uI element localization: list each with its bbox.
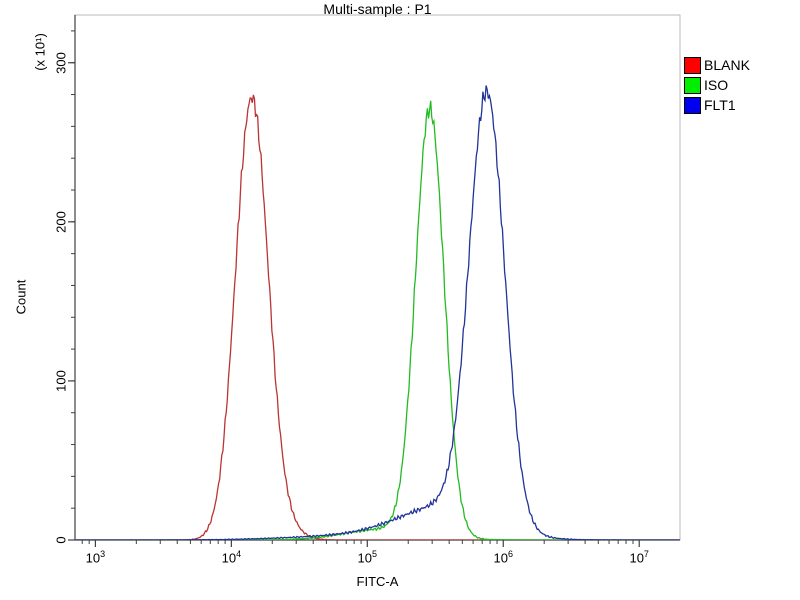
legend-item: BLANK [684,56,750,74]
x-tick-label: 106 [493,549,513,566]
legend-swatch [684,96,701,114]
y-tick-label: 200 [53,210,69,233]
legend-swatch [684,76,701,94]
x-tick-label: 103 [85,549,106,566]
histogram-curve-flt1 [75,85,680,540]
y-tick-label: 300 [53,51,69,74]
legend-item: ISO [684,76,750,94]
y-tick-label: 100 [53,370,69,392]
plot-frame [74,14,681,541]
legend-item: FLT1 [684,96,750,114]
histogram-curve-blank [75,94,680,540]
x-tick-label: 104 [221,549,242,566]
x-axis-label: FITC-A [356,574,399,589]
y-axis-label: Count [13,279,29,315]
y-tick-label: 0 [53,536,69,544]
chart-title: Multi-sample : P1 [323,1,432,17]
legend-label: FLT1 [704,96,736,113]
y-axis-multiplier: (x 10¹) [32,33,48,71]
legend-label: ISO [704,76,729,93]
legend-label: BLANK [704,56,750,73]
legend: BLANK ISO FLT1 [684,56,750,114]
x-tick-label: 105 [357,549,378,566]
histogram-curve-iso [75,100,680,540]
legend-swatch [684,56,701,74]
x-tick-label: 107 [629,549,649,566]
